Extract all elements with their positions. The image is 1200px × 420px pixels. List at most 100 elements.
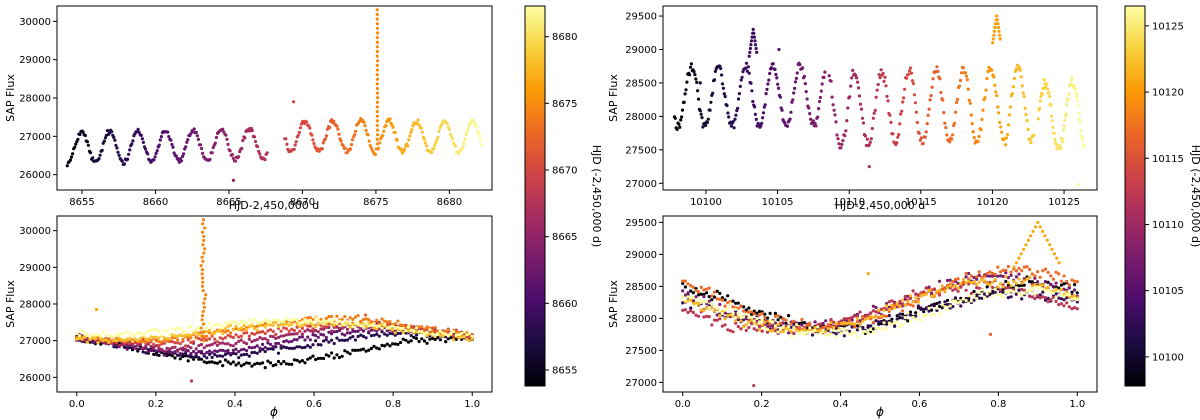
data-point	[102, 139, 106, 143]
x-tick-label: 8670	[290, 197, 315, 208]
phase-point	[215, 322, 219, 326]
phase-point	[951, 288, 955, 292]
phase-point	[858, 310, 862, 314]
data-point	[785, 124, 790, 128]
phase-point	[890, 317, 894, 321]
phase-point	[906, 299, 910, 303]
phase-point	[930, 303, 934, 307]
phase-point	[202, 352, 206, 356]
phase-point	[343, 338, 347, 342]
data-point	[337, 132, 341, 136]
phase-point	[1020, 269, 1024, 273]
data-point	[877, 73, 881, 77]
phase-point	[468, 331, 472, 335]
phase-point	[292, 332, 296, 336]
phase-point	[213, 331, 217, 335]
data-point	[393, 130, 397, 134]
phase-point	[221, 332, 225, 336]
data-point	[324, 134, 329, 138]
phase-point	[845, 330, 849, 334]
data-point	[100, 148, 104, 152]
phase-point	[919, 306, 923, 310]
phase-point	[425, 330, 429, 334]
peak-point	[1036, 220, 1040, 224]
phase-point	[197, 337, 201, 341]
phase-point	[300, 326, 304, 330]
data-point	[719, 66, 723, 71]
phase-point	[874, 305, 878, 310]
data-point	[311, 138, 315, 142]
phase-point	[877, 320, 881, 324]
phase-point	[194, 352, 198, 356]
phase-point	[776, 318, 780, 322]
phase-point	[744, 317, 748, 321]
phase-point	[893, 321, 897, 325]
data-point	[189, 131, 193, 135]
phase-point	[882, 321, 886, 325]
data-point	[113, 138, 117, 142]
phase-point	[890, 303, 894, 307]
phase-point	[162, 349, 166, 353]
phase-point	[938, 312, 942, 316]
data-point	[935, 65, 939, 69]
phase-point	[279, 346, 283, 350]
phase-point	[1009, 270, 1013, 274]
phase-point	[731, 299, 735, 303]
peak-point	[1052, 252, 1056, 256]
phase-point	[691, 310, 695, 315]
peak-point	[996, 25, 1001, 30]
phase-point	[263, 331, 267, 336]
phase-point	[1022, 265, 1026, 269]
phase-point	[237, 327, 241, 331]
data-point	[840, 142, 844, 147]
phase-point	[789, 329, 793, 333]
data-point	[957, 84, 962, 88]
phase-point	[157, 346, 161, 350]
phase-point	[199, 342, 204, 347]
phase-point	[953, 284, 958, 288]
data-point	[987, 65, 991, 69]
y-tick-label: 29000	[625, 45, 657, 56]
peak-point	[995, 14, 999, 18]
peak-point	[996, 22, 1000, 26]
data-point	[332, 119, 336, 123]
phase-point	[178, 333, 182, 337]
phase-point	[869, 311, 873, 315]
phase-point	[160, 333, 164, 337]
phase-point	[1073, 288, 1077, 292]
data-point	[1058, 144, 1062, 148]
data-point	[312, 141, 316, 146]
data-point	[411, 124, 415, 128]
phase-point	[330, 314, 334, 319]
data-point	[727, 115, 731, 119]
data-point	[855, 76, 859, 80]
phase-point	[993, 287, 997, 291]
phase-point	[409, 333, 413, 338]
phase-point	[1070, 295, 1074, 299]
phase-point	[750, 310, 754, 314]
data-point	[388, 117, 392, 121]
data-point	[377, 146, 381, 150]
phase-point	[404, 331, 408, 335]
flare-point	[375, 49, 379, 54]
phase-point	[364, 322, 368, 326]
phase-point	[388, 331, 392, 335]
phase-point	[736, 312, 740, 316]
phase-point	[1033, 292, 1037, 296]
phase-point	[184, 344, 188, 348]
data-point	[878, 76, 882, 80]
phase-point	[689, 284, 693, 288]
phase-point	[361, 334, 365, 338]
phase-point	[908, 294, 913, 298]
data-point	[1048, 94, 1052, 99]
phase-point	[1059, 279, 1063, 283]
data-point	[990, 68, 994, 72]
phase-point	[1012, 287, 1016, 291]
phase-point	[871, 315, 876, 319]
data-point	[65, 164, 69, 168]
phase-point	[861, 331, 865, 335]
data-point	[1050, 119, 1054, 123]
data-point	[257, 149, 261, 153]
phase-point	[1030, 284, 1034, 288]
phase-point	[433, 337, 437, 342]
